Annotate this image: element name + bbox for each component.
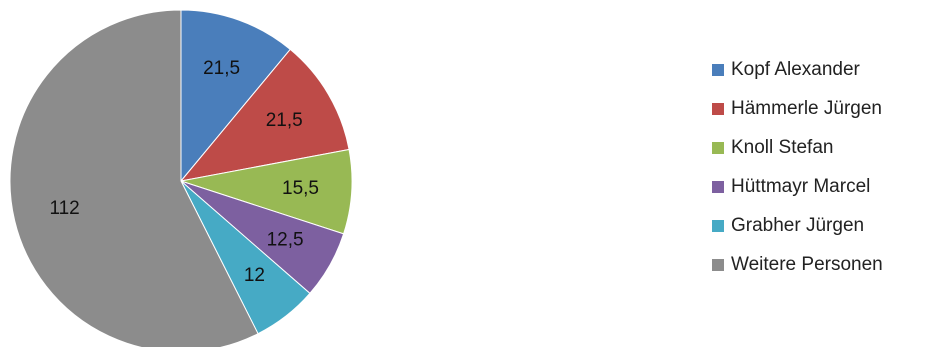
- legend-item: Grabher Jürgen: [712, 210, 883, 242]
- legend-item: Knoll Stefan: [712, 132, 883, 164]
- legend-swatch: [712, 142, 724, 154]
- slice-labels: 21,5 21,5 15,5 12,512 112: [49, 58, 319, 286]
- legend: Kopf Alexander Hämmerle Jürgen Knoll Stefa…: [712, 54, 883, 288]
- legend-label: Weitere Personen: [731, 254, 883, 275]
- legend-item: Hämmerle Jürgen: [712, 93, 883, 125]
- legend-label: Kopf Alexander: [731, 59, 860, 80]
- legend-label: Knoll Stefan: [731, 137, 834, 158]
- legend-swatch: [712, 220, 724, 232]
- legend-label: Grabher Jürgen: [731, 215, 865, 236]
- data-label-4: 12,5: [267, 230, 304, 251]
- legend-swatch: [712, 64, 724, 76]
- pie-slice-6: [9, 9, 259, 347]
- legend-item: Hüttmayr Marcel: [712, 171, 883, 203]
- data-label-3: 15,5: [282, 178, 319, 199]
- legend-swatch: [712, 103, 724, 115]
- data-label-1: 21,5: [203, 58, 240, 79]
- legend-swatch: [712, 181, 724, 193]
- data-label-6: 112: [49, 198, 79, 219]
- data-label-2: 21,5: [266, 110, 303, 131]
- legend-label: Hämmerle Jürgen: [731, 98, 882, 119]
- data-label-5: 12: [244, 265, 265, 286]
- legend-label: Hüttmayr Marcel: [731, 176, 871, 197]
- legend-swatch: [712, 259, 724, 271]
- pie-slices: [9, 9, 353, 347]
- pie-slice-2: [179, 48, 350, 182]
- pie-slice-1: [180, 9, 291, 183]
- legend-item: Kopf Alexander: [712, 54, 883, 86]
- legend-item: Weitere Personen: [712, 249, 883, 281]
